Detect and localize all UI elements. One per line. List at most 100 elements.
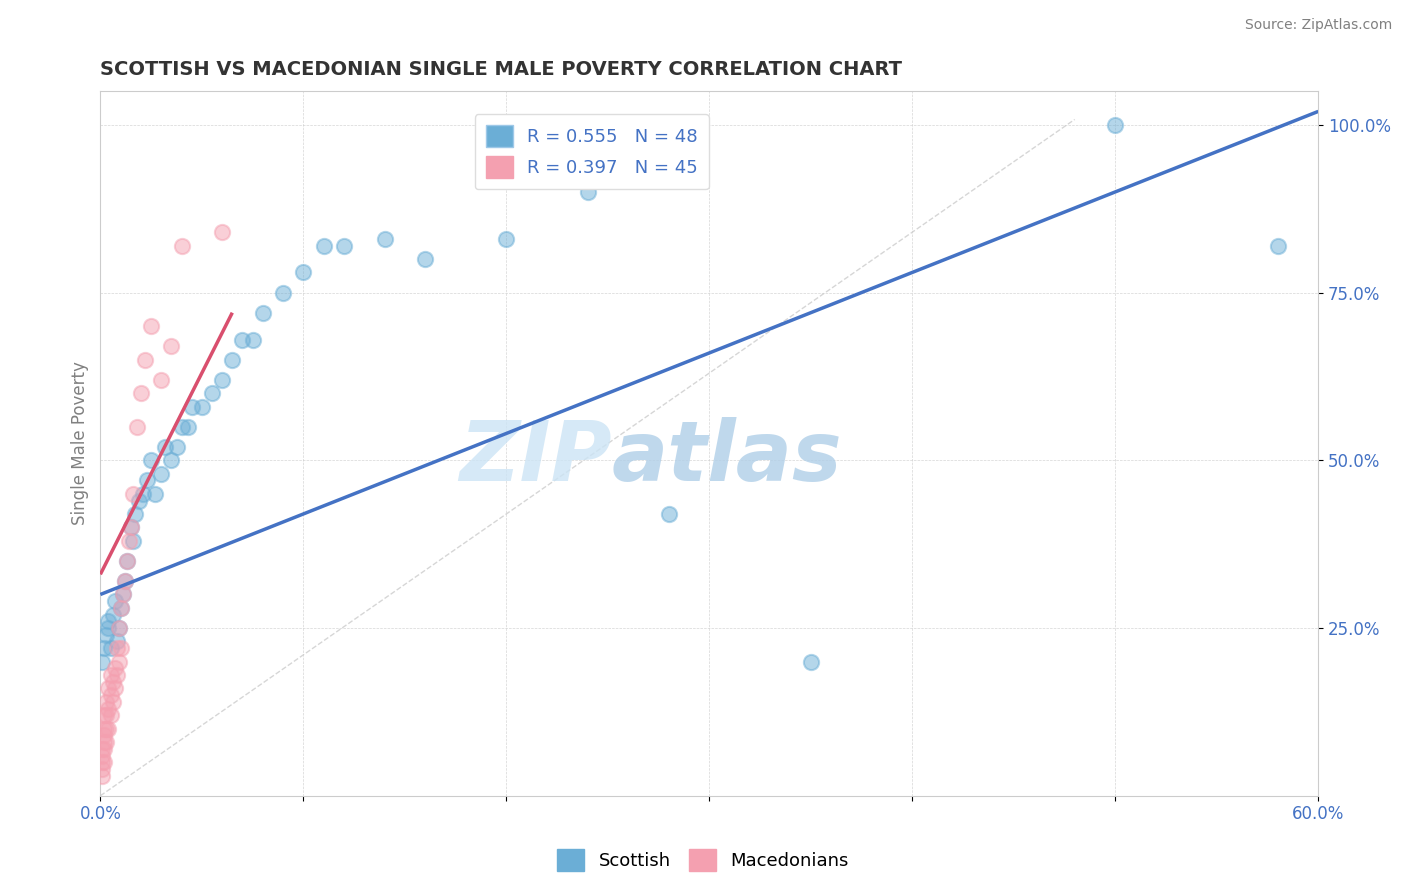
- Point: [93, 641, 115, 656]
- Point: [107, 621, 129, 635]
- Point: [114, 574, 136, 588]
- Point: [96, 708, 118, 723]
- Y-axis label: Single Male Poverty: Single Male Poverty: [72, 361, 89, 525]
- Point: [110, 600, 132, 615]
- Point: [170, 238, 193, 252]
- Point: [166, 440, 188, 454]
- Point: [101, 607, 124, 622]
- Point: [413, 252, 436, 266]
- Point: [100, 688, 122, 702]
- Point: [93, 722, 115, 736]
- Point: [100, 708, 122, 723]
- Point: [101, 695, 124, 709]
- Point: [333, 238, 356, 252]
- Point: [91, 655, 114, 669]
- Point: [495, 232, 517, 246]
- Point: [160, 453, 183, 467]
- Point: [103, 661, 125, 675]
- Point: [143, 487, 166, 501]
- Point: [139, 319, 162, 334]
- Point: [800, 655, 823, 669]
- Point: [93, 728, 115, 742]
- Point: [105, 634, 128, 648]
- Point: [271, 285, 294, 300]
- Point: [170, 419, 193, 434]
- Point: [96, 695, 118, 709]
- Point: [292, 265, 315, 279]
- Point: [91, 755, 114, 769]
- Point: [120, 520, 142, 534]
- Text: atlas: atlas: [612, 417, 842, 498]
- Point: [97, 621, 120, 635]
- Point: [96, 722, 118, 736]
- Point: [128, 493, 150, 508]
- Point: [312, 238, 335, 252]
- Point: [124, 507, 146, 521]
- Point: [93, 708, 115, 723]
- Point: [114, 574, 136, 588]
- Point: [101, 674, 124, 689]
- Point: [176, 419, 198, 434]
- Point: [1104, 118, 1126, 132]
- Point: [100, 668, 122, 682]
- Point: [136, 474, 159, 488]
- Point: [103, 681, 125, 696]
- Point: [125, 419, 148, 434]
- Point: [100, 641, 122, 656]
- Point: [201, 386, 224, 401]
- Point: [191, 400, 214, 414]
- Text: Source: ZipAtlas.com: Source: ZipAtlas.com: [1244, 18, 1392, 32]
- Point: [139, 453, 162, 467]
- Point: [97, 681, 120, 696]
- Point: [115, 554, 138, 568]
- Point: [132, 487, 155, 501]
- Point: [105, 668, 128, 682]
- Point: [91, 748, 114, 763]
- Point: [576, 185, 599, 199]
- Point: [120, 520, 142, 534]
- Point: [105, 641, 128, 656]
- Point: [231, 333, 253, 347]
- Text: SCOTTISH VS MACEDONIAN SINGLE MALE POVERTY CORRELATION CHART: SCOTTISH VS MACEDONIAN SINGLE MALE POVER…: [100, 60, 903, 78]
- Point: [129, 386, 152, 401]
- Point: [160, 339, 183, 353]
- Text: ZIP: ZIP: [460, 417, 612, 498]
- Point: [97, 701, 120, 715]
- Point: [91, 741, 114, 756]
- Point: [110, 600, 132, 615]
- Point: [91, 762, 114, 776]
- Point: [103, 594, 125, 608]
- Point: [93, 755, 115, 769]
- Point: [93, 735, 115, 749]
- Point: [111, 587, 134, 601]
- Point: [150, 467, 173, 481]
- Legend: Scottish, Macedonians: Scottish, Macedonians: [550, 842, 856, 879]
- Point: [180, 400, 202, 414]
- Point: [93, 741, 115, 756]
- Point: [97, 722, 120, 736]
- Point: [1267, 238, 1289, 252]
- Point: [155, 440, 177, 454]
- Point: [111, 587, 134, 601]
- Point: [373, 232, 395, 246]
- Point: [118, 533, 141, 548]
- Legend: R = 0.555   N = 48, R = 0.397   N = 45: R = 0.555 N = 48, R = 0.397 N = 45: [475, 114, 709, 189]
- Point: [97, 615, 120, 629]
- Point: [211, 373, 233, 387]
- Point: [110, 641, 132, 656]
- Point: [134, 352, 156, 367]
- Point: [211, 225, 233, 239]
- Point: [121, 487, 143, 501]
- Point: [221, 352, 243, 367]
- Point: [115, 554, 138, 568]
- Point: [96, 735, 118, 749]
- Point: [252, 306, 274, 320]
- Point: [242, 333, 264, 347]
- Point: [121, 533, 143, 548]
- Point: [107, 621, 129, 635]
- Point: [107, 655, 129, 669]
- Point: [658, 507, 681, 521]
- Point: [96, 628, 118, 642]
- Point: [150, 373, 173, 387]
- Point: [91, 769, 114, 783]
